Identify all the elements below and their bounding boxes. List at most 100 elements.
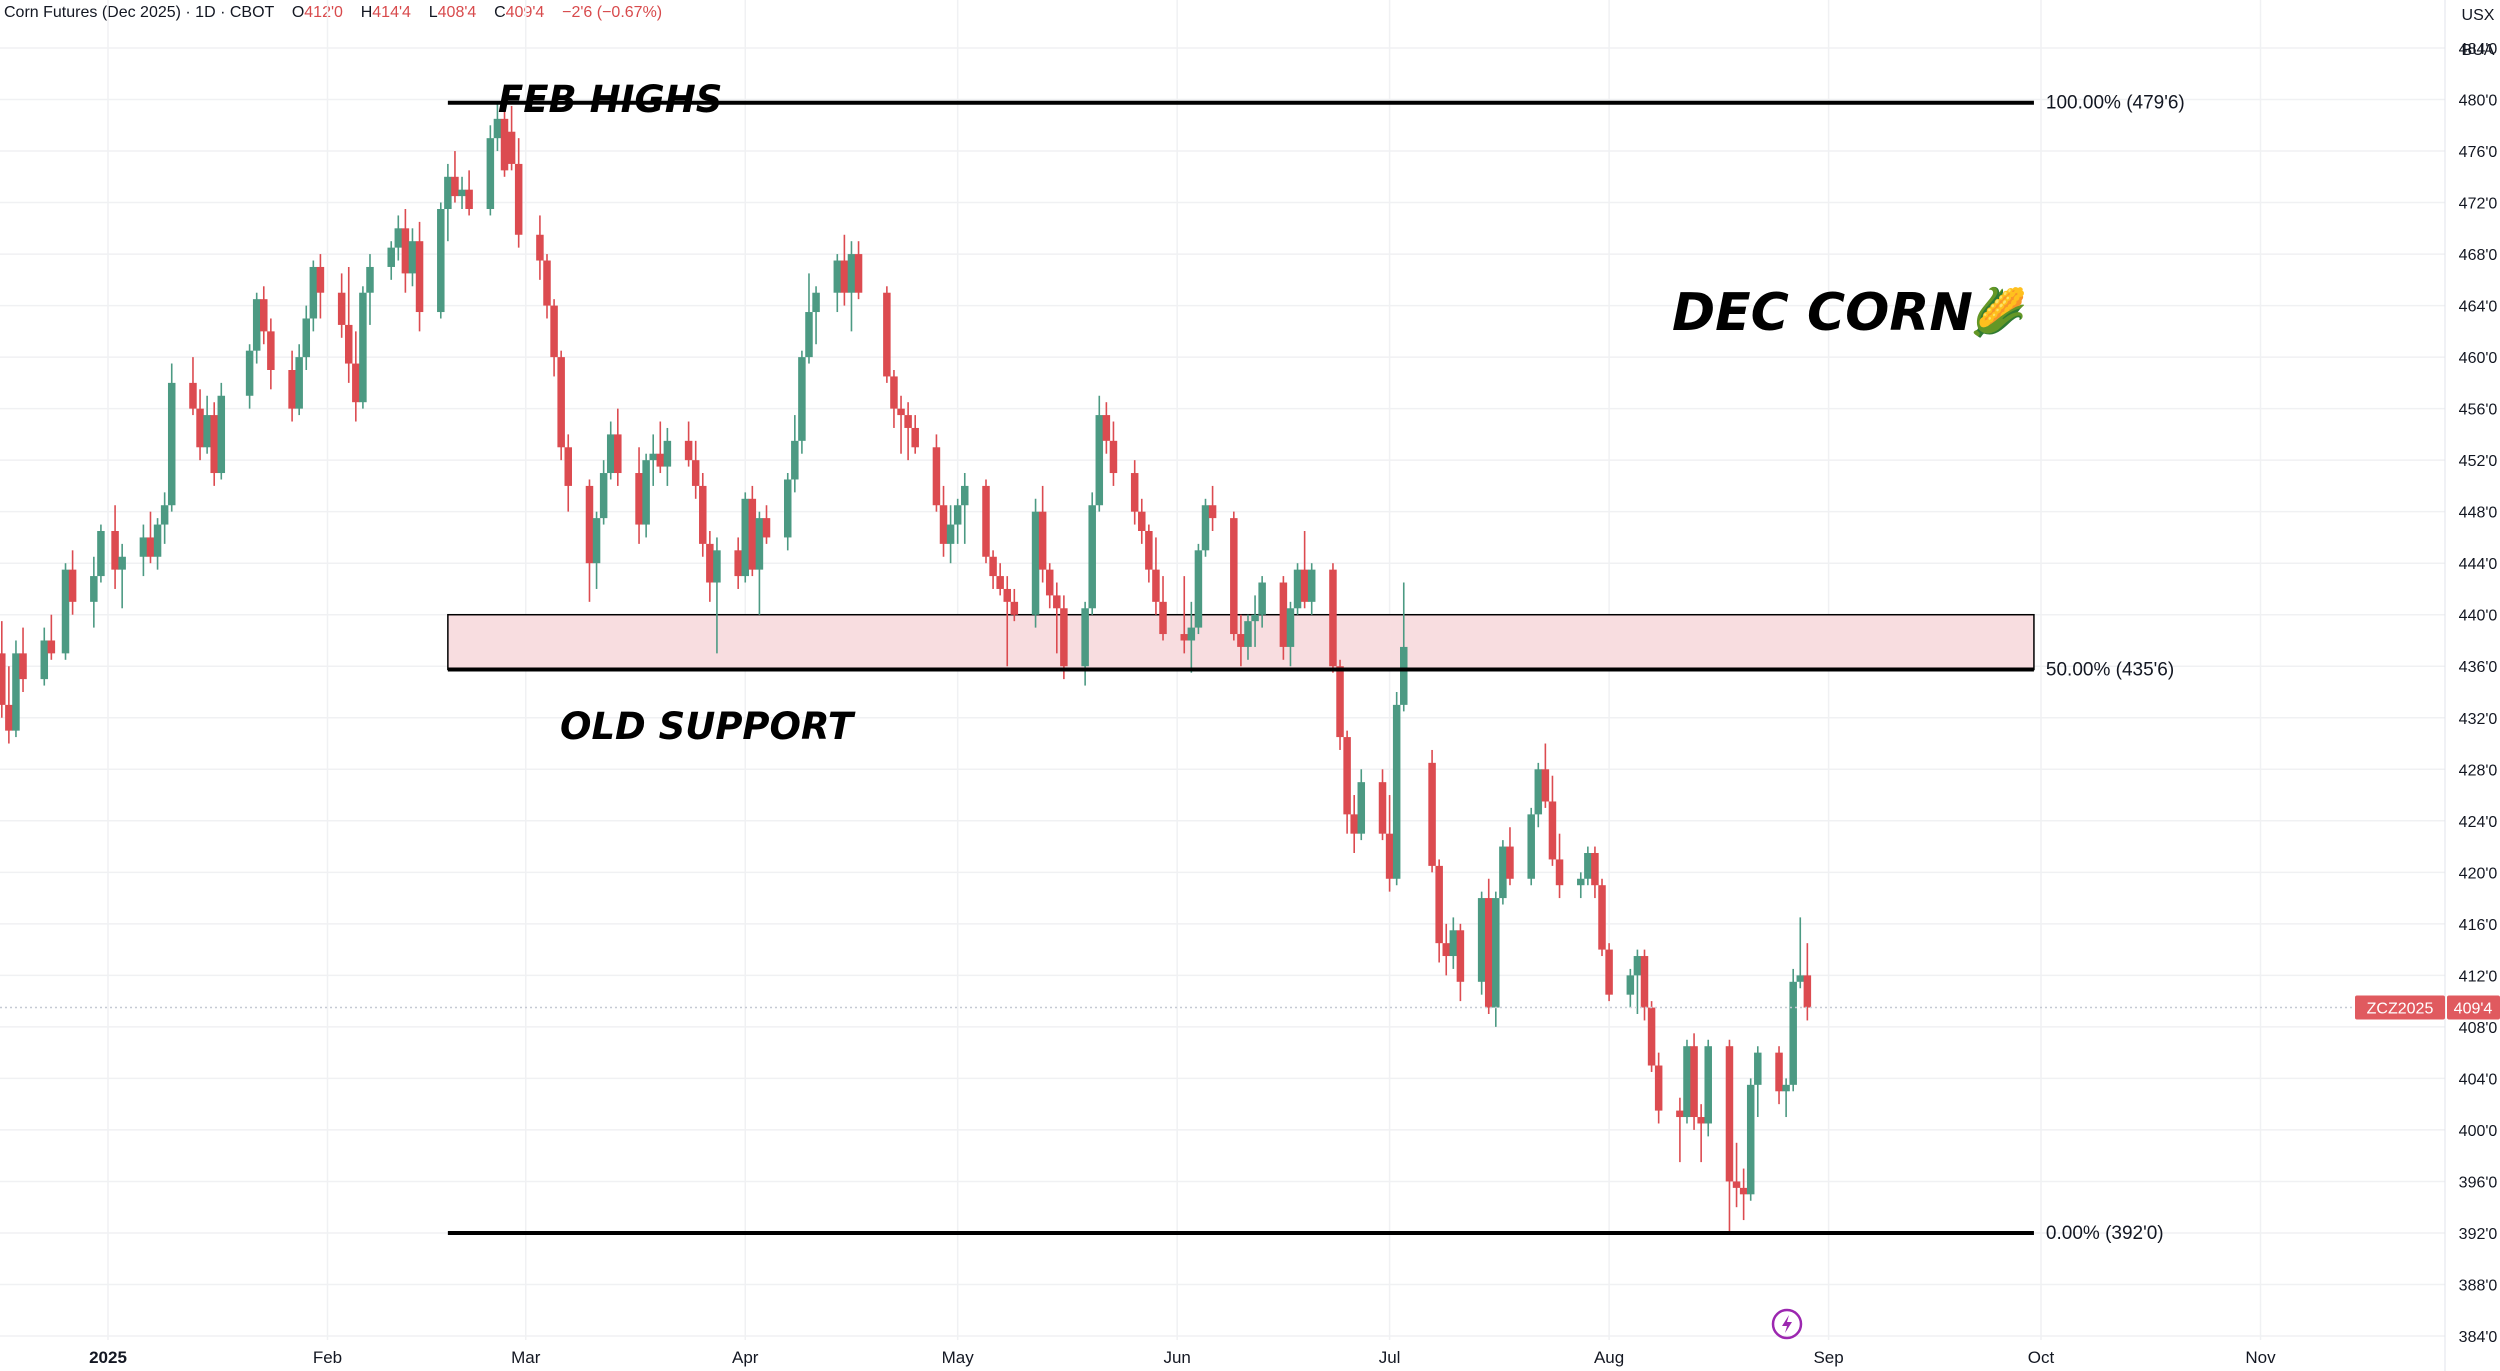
candle[interactable] xyxy=(1633,949,1642,1014)
candle[interactable] xyxy=(1527,807,1535,886)
candle[interactable] xyxy=(1208,485,1217,531)
candle[interactable] xyxy=(394,215,403,261)
candle[interactable] xyxy=(911,415,919,454)
candle[interactable] xyxy=(1541,743,1550,808)
candle[interactable] xyxy=(111,505,119,589)
candle[interactable] xyxy=(12,640,20,738)
candle[interactable] xyxy=(1060,595,1068,680)
candle[interactable] xyxy=(1244,614,1252,660)
candle[interactable] xyxy=(833,254,842,313)
candle[interactable] xyxy=(1237,614,1245,667)
candle[interactable] xyxy=(642,453,650,538)
candle[interactable] xyxy=(458,176,466,209)
candle[interactable] xyxy=(656,421,665,474)
candle[interactable] xyxy=(953,498,962,544)
candle[interactable] xyxy=(1782,1078,1790,1118)
candle[interactable] xyxy=(146,511,155,564)
candle[interactable] xyxy=(408,228,417,287)
candle[interactable] xyxy=(592,511,601,589)
candle[interactable] xyxy=(805,273,813,364)
candle[interactable] xyxy=(245,344,254,409)
candle[interactable] xyxy=(691,440,700,499)
candle[interactable] xyxy=(1591,846,1599,899)
candle[interactable] xyxy=(1258,576,1266,628)
candle[interactable] xyxy=(564,434,572,512)
candle[interactable] xyxy=(217,382,226,480)
candle[interactable] xyxy=(1555,833,1564,899)
candle[interactable] xyxy=(366,254,374,325)
candle[interactable] xyxy=(1789,968,1797,1092)
candle[interactable] xyxy=(1038,485,1047,583)
candle[interactable] xyxy=(1456,923,1465,1002)
candle[interactable] xyxy=(1392,692,1401,886)
currency-label[interactable]: USX xyxy=(2462,7,2495,24)
candle[interactable] xyxy=(1180,576,1189,654)
candle[interactable] xyxy=(1647,1001,1656,1072)
candle[interactable] xyxy=(1230,511,1238,641)
candle[interactable] xyxy=(741,492,750,583)
candle[interactable] xyxy=(1534,762,1543,828)
candle[interactable] xyxy=(1385,795,1394,892)
candle[interactable] xyxy=(387,241,395,280)
candle[interactable] xyxy=(1152,537,1160,615)
candle[interactable] xyxy=(5,666,13,744)
lightning-bolt-icon[interactable] xyxy=(1771,1308,1803,1340)
candle[interactable] xyxy=(344,266,353,383)
candle[interactable] xyxy=(1796,917,1805,989)
candle[interactable] xyxy=(1300,531,1309,609)
candle[interactable] xyxy=(1279,576,1288,660)
candle[interactable] xyxy=(1477,891,1486,995)
candle[interactable] xyxy=(1676,1097,1684,1163)
candle[interactable] xyxy=(295,344,303,416)
candle[interactable] xyxy=(536,215,544,280)
candle[interactable] xyxy=(847,241,856,332)
candle[interactable] xyxy=(465,170,473,216)
candle[interactable] xyxy=(1584,846,1592,886)
candle[interactable] xyxy=(167,363,176,512)
candle[interactable] xyxy=(635,447,643,544)
candle[interactable] xyxy=(1492,891,1500,1027)
candle[interactable] xyxy=(854,241,863,300)
unit-label[interactable]: BUA xyxy=(2462,42,2495,59)
candle[interactable] xyxy=(1640,949,1649,1021)
candle[interactable] xyxy=(1286,601,1295,667)
candle[interactable] xyxy=(1251,595,1259,647)
candlestick-series[interactable] xyxy=(0,102,1812,1233)
candle[interactable] xyxy=(1697,1104,1705,1163)
candle[interactable] xyxy=(883,286,891,383)
candle[interactable] xyxy=(1102,402,1111,454)
candle[interactable] xyxy=(1095,395,1104,512)
candle[interactable] xyxy=(1803,943,1812,1021)
candle[interactable] xyxy=(47,614,56,660)
candle[interactable] xyxy=(812,286,820,345)
candle[interactable] xyxy=(713,537,721,654)
candle[interactable] xyxy=(19,627,27,692)
candle[interactable] xyxy=(663,427,672,486)
candle[interactable] xyxy=(1010,588,1019,622)
candle[interactable] xyxy=(90,556,98,628)
candle[interactable] xyxy=(1499,840,1507,905)
candle[interactable] xyxy=(1683,1039,1691,1124)
candle[interactable] xyxy=(1336,659,1344,750)
candle[interactable] xyxy=(1145,524,1153,583)
candle[interactable] xyxy=(699,473,707,557)
candle[interactable] xyxy=(932,434,941,512)
candle[interactable] xyxy=(1357,769,1366,841)
symbol-title[interactable]: Corn Futures (Dec 2025) · 1D · CBOT xyxy=(4,4,275,21)
candle[interactable] xyxy=(401,209,410,293)
candle[interactable] xyxy=(1548,775,1557,866)
candle[interactable] xyxy=(352,331,360,422)
feb-highs-annotation[interactable]: FEB HIGHS xyxy=(498,78,722,121)
candle[interactable] xyxy=(585,479,594,602)
candle[interactable] xyxy=(1329,563,1337,673)
candle[interactable] xyxy=(359,286,367,409)
candle[interactable] xyxy=(337,273,346,338)
candle[interactable] xyxy=(1293,563,1302,615)
candle[interactable] xyxy=(1130,460,1139,525)
candle[interactable] xyxy=(890,370,898,428)
candle[interactable] xyxy=(734,537,742,589)
candle[interactable] xyxy=(1109,421,1118,486)
candle[interactable] xyxy=(791,415,799,493)
candle[interactable] xyxy=(748,485,757,577)
